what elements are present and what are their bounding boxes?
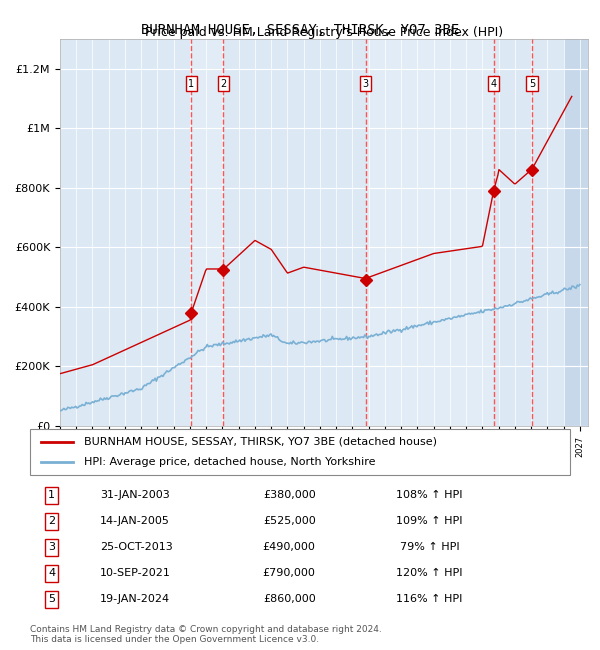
Text: 79% ↑ HPI: 79% ↑ HPI (400, 542, 460, 552)
Text: 4: 4 (491, 79, 497, 88)
Text: This data is licensed under the Open Government Licence v3.0.: This data is licensed under the Open Gov… (30, 634, 319, 644)
Bar (366, 39, 494, 426)
Text: 3: 3 (362, 79, 369, 88)
Text: £790,000: £790,000 (263, 568, 316, 578)
Text: 2: 2 (220, 79, 226, 88)
Text: £525,000: £525,000 (263, 516, 316, 526)
Bar (563, 39, 588, 426)
Bar (191, 39, 223, 426)
Text: £490,000: £490,000 (263, 542, 316, 552)
Text: 31-JAN-2003: 31-JAN-2003 (100, 490, 170, 501)
Title: Price paid vs. HM Land Registry's House Price Index (HPI): Price paid vs. HM Land Registry's House … (145, 26, 503, 39)
Text: 5: 5 (48, 594, 55, 604)
Text: BURNHAM HOUSE, SESSAY, THIRSK, YO7 3BE (detached house): BURNHAM HOUSE, SESSAY, THIRSK, YO7 3BE (… (84, 437, 437, 447)
Text: Contains HM Land Registry data © Crown copyright and database right 2024.: Contains HM Land Registry data © Crown c… (30, 625, 382, 634)
Text: 2: 2 (48, 516, 55, 526)
Text: 10-SEP-2021: 10-SEP-2021 (100, 568, 171, 578)
Text: 116% ↑ HPI: 116% ↑ HPI (397, 594, 463, 604)
Text: 3: 3 (48, 542, 55, 552)
Text: 14-JAN-2005: 14-JAN-2005 (100, 516, 170, 526)
Text: 25-OCT-2013: 25-OCT-2013 (100, 542, 173, 552)
Text: £380,000: £380,000 (263, 490, 316, 501)
Text: 108% ↑ HPI: 108% ↑ HPI (397, 490, 463, 501)
Text: BURNHAM HOUSE, SESSAY, THIRSK, YO7 3BE: BURNHAM HOUSE, SESSAY, THIRSK, YO7 3BE (141, 23, 459, 37)
FancyBboxPatch shape (30, 429, 570, 474)
Text: 109% ↑ HPI: 109% ↑ HPI (397, 516, 463, 526)
Text: 1: 1 (188, 79, 194, 88)
Text: 1: 1 (48, 490, 55, 501)
Text: 120% ↑ HPI: 120% ↑ HPI (397, 568, 463, 578)
Text: £860,000: £860,000 (263, 594, 316, 604)
Text: HPI: Average price, detached house, North Yorkshire: HPI: Average price, detached house, Nort… (84, 457, 376, 467)
Text: 5: 5 (529, 79, 535, 88)
Text: 4: 4 (48, 568, 55, 578)
Text: 19-JAN-2024: 19-JAN-2024 (100, 594, 170, 604)
